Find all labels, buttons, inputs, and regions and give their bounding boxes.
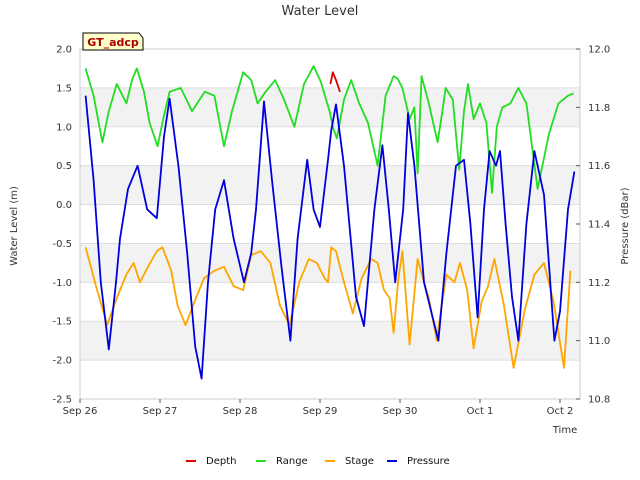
site-label: GT_adcp: [87, 36, 139, 49]
series-line-range: [84, 65, 574, 194]
background-band: [80, 165, 580, 205]
x-tick-label: Sep 26: [63, 406, 98, 417]
y-tick-label: 1.0: [56, 122, 72, 133]
x-tick-label: Sep 30: [383, 406, 418, 417]
y2-axis-ticks: 12.0 11.8 11.6 11.4 11.2 11.0 10.8: [576, 45, 610, 406]
legend: Depth Range Stage Pressure: [186, 456, 450, 467]
background-band: [80, 321, 580, 361]
legend-label-range: Range: [276, 456, 308, 467]
series-line-pressure: [84, 95, 576, 380]
y2-tick-label: 12.0: [588, 45, 610, 56]
y-tick-label: 0.5: [56, 161, 72, 172]
y2-tick-label: 11.6: [588, 161, 610, 172]
background-band: [80, 87, 580, 127]
y-tick-label: 1.5: [56, 83, 72, 94]
site-label-box: GT_adcp: [82, 32, 144, 51]
y-axis-ticks: 2.0 1.5 1.0 0.5 0.0 -0.5 -1.0 -1.5 -2.0 -2.5: [52, 45, 72, 406]
y2-tick-label: 11.4: [588, 220, 610, 231]
y2-tick-label: 11.8: [588, 103, 610, 114]
x-tick-label: Oct 1: [467, 406, 494, 417]
series-line-depth: [329, 71, 341, 93]
y-tick-label: 2.0: [56, 45, 72, 56]
x-tick-label: Sep 29: [303, 406, 338, 417]
background-bands: [80, 87, 580, 361]
legend-label-pressure: Pressure: [407, 456, 450, 467]
y-tick-label: -2.5: [52, 395, 72, 406]
y-tick-label: -1.5: [52, 317, 72, 328]
x-tick-label: Sep 28: [223, 406, 258, 417]
y-tick-label: 0.0: [56, 200, 72, 211]
x-tick-label: Sep 27: [143, 406, 178, 417]
y2-tick-label: 10.8: [588, 395, 610, 406]
chart-title: Water Level: [282, 4, 359, 19]
legend-label-stage: Stage: [345, 456, 374, 467]
x-tick-label: Oct 2: [547, 406, 574, 417]
y2-tick-label: 11.2: [588, 278, 610, 289]
y-axis-title: Water Level (m): [9, 186, 20, 266]
y2-axis-title: Pressure (dBar): [620, 187, 631, 264]
y2-tick-label: 11.0: [588, 336, 610, 347]
y-tick-label: -1.0: [52, 278, 72, 289]
y-tick-label: -0.5: [52, 239, 72, 250]
x-axis-ticks: Sep 26 Sep 27 Sep 28 Sep 29 Sep 30 Oct 1 Oct 2: [63, 399, 574, 417]
y-tick-label: -2.0: [52, 356, 72, 367]
x-axis-title: Time: [552, 425, 577, 436]
series-line-stage: [84, 246, 572, 369]
legend-label-depth: Depth: [206, 456, 236, 467]
series-layer: [84, 65, 576, 380]
